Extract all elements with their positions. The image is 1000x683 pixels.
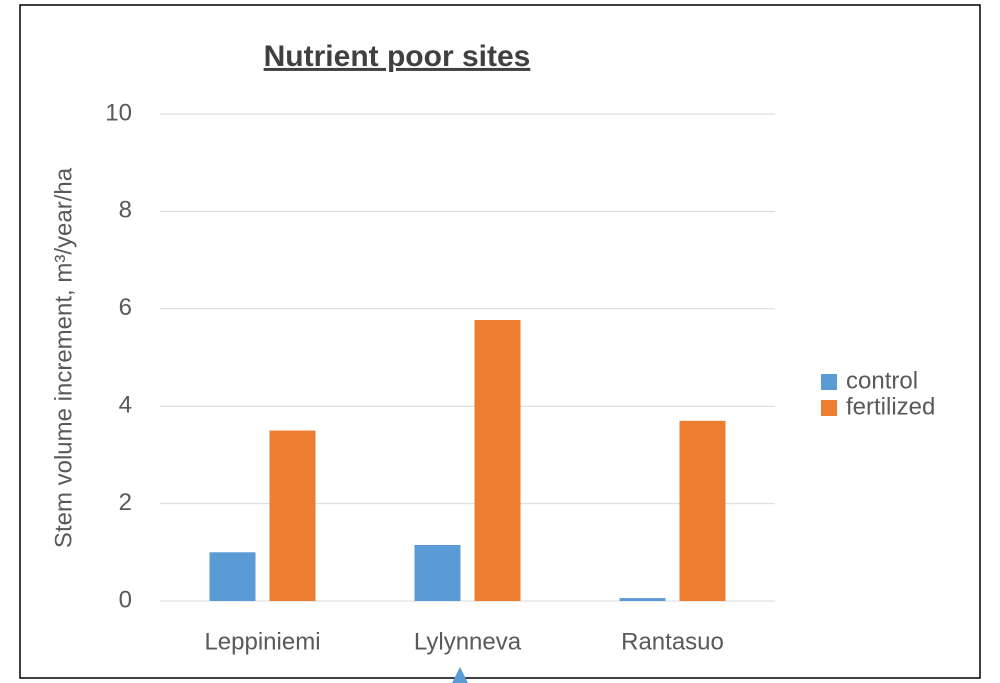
bar <box>679 420 726 601</box>
y-tick-label: 2 <box>119 489 132 516</box>
y-tick-label: 10 <box>105 99 132 126</box>
cursor-marker <box>452 667 468 683</box>
y-tick-label: 8 <box>119 197 132 224</box>
y-axis-title: Stem volume increment, m³/year/ha <box>50 167 77 548</box>
y-tick-label: 4 <box>119 392 132 419</box>
bar <box>269 430 316 601</box>
x-tick-label: Rantasuo <box>621 628 724 655</box>
legend-label: control <box>846 367 918 394</box>
y-tick-label: 6 <box>119 294 132 321</box>
legend-swatch <box>821 374 837 390</box>
legend-label: fertilized <box>846 393 935 420</box>
x-tick-label: Lylynneva <box>414 628 522 655</box>
bar <box>209 552 256 601</box>
chart-title: Nutrient poor sites <box>264 40 531 73</box>
bar <box>414 544 461 601</box>
bar <box>474 320 521 601</box>
bar <box>619 598 666 601</box>
legend-swatch <box>821 400 837 416</box>
x-tick-label: Leppiniemi <box>204 628 320 655</box>
y-tick-label: 0 <box>119 586 132 613</box>
